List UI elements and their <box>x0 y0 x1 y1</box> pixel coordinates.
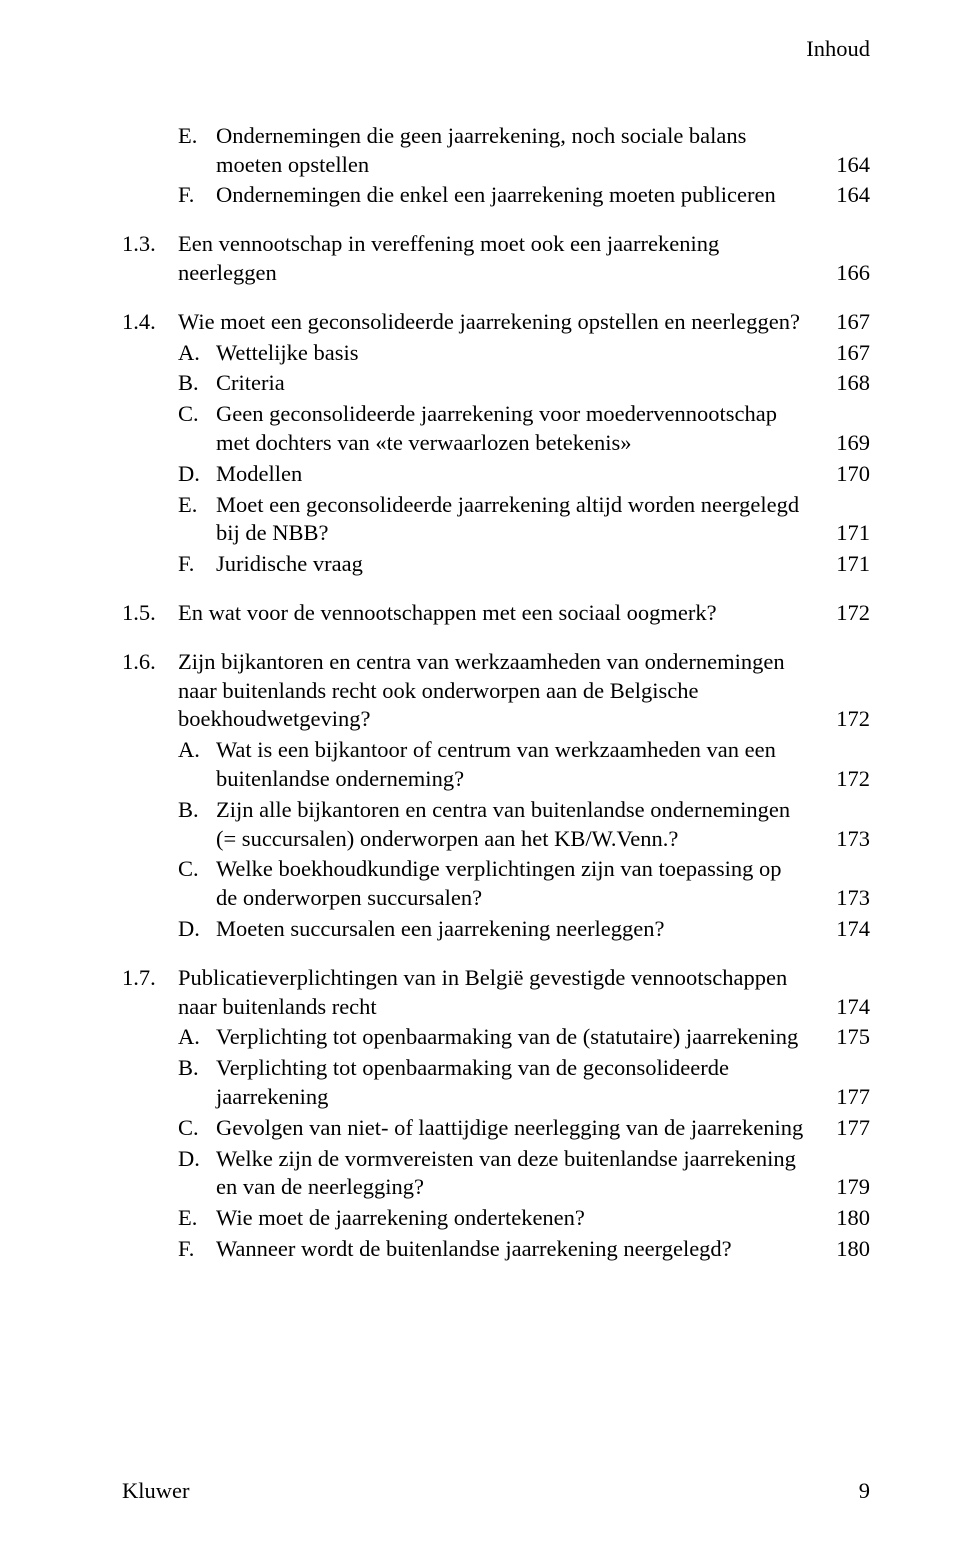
toc-subitem-num: E. <box>178 491 216 549</box>
toc-page-number: 179 <box>815 1173 870 1202</box>
toc-subitem-text: Welke zijn de vormvereisten van deze bui… <box>216 1145 815 1203</box>
toc-subitem: F. Juridische vraag 171 <box>122 550 870 579</box>
toc-subitem-text: Modellen <box>216 460 815 489</box>
toc-page-number: 172 <box>815 765 870 794</box>
toc-subitem: A. Wettelijke basis 167 <box>122 339 870 368</box>
toc-page-number: 167 <box>815 339 870 368</box>
toc-item-text: Wie moet een geconsolideerde jaarrekenin… <box>178 308 815 337</box>
toc-subitem: C. Geen geconsolideerde jaarrekening voo… <box>122 400 870 458</box>
toc-page-number: 164 <box>815 151 870 180</box>
toc-subitem: A. Wat is een bijkantoor of centrum van … <box>122 736 870 794</box>
toc-item-text: Publicatieverplichtingen van in België g… <box>178 964 815 1022</box>
toc-page-number: 174 <box>815 915 870 944</box>
toc-subitem-text: Ondernemingen die enkel een jaarrekening… <box>216 181 815 210</box>
toc-item-num: 1.6. <box>122 648 178 734</box>
toc-page-number: 169 <box>815 429 870 458</box>
toc-page-number: 180 <box>815 1235 870 1264</box>
toc-subitem-text: Verplichting tot openbaarmaking van de (… <box>216 1023 815 1052</box>
toc-subitem-num: C. <box>178 400 216 458</box>
toc-item-num: 1.4. <box>122 308 178 337</box>
toc-subitem-num: F. <box>178 550 216 579</box>
toc-subitem-text: Wettelijke basis <box>216 339 815 368</box>
toc-page-number: 172 <box>815 599 870 628</box>
toc-subitem-text: Wie moet de jaarrekening ondertekenen? <box>216 1204 815 1233</box>
toc-subitem: C. Welke boekhoudkundige verplichtingen … <box>122 855 870 913</box>
toc-subitem-num: D. <box>178 1145 216 1203</box>
table-of-contents: E. Ondernemingen die geen jaarrekening, … <box>122 122 870 1264</box>
toc-subitem-num: E. <box>178 1204 216 1233</box>
toc-item: 1.6. Zijn bijkantoren en centra van werk… <box>122 648 870 734</box>
toc-subitem: F. Wanneer wordt de buitenlandse jaarrek… <box>122 1235 870 1264</box>
toc-subitem-text: Verplichting tot openbaarmaking van de g… <box>216 1054 815 1112</box>
toc-subitem-text: Zijn alle bijkantoren en centra van buit… <box>216 796 815 854</box>
toc-subitem-num: A. <box>178 339 216 368</box>
toc-page-number: 171 <box>815 550 870 579</box>
toc-subitem: A. Verplichting tot openbaarmaking van d… <box>122 1023 870 1052</box>
document-page: Inhoud E. Ondernemingen die geen jaarrek… <box>0 0 960 1554</box>
toc-page-number: 168 <box>815 369 870 398</box>
toc-item-text: En wat voor de vennootschappen met een s… <box>178 599 815 628</box>
toc-item-text: Zijn bijkantoren en centra van werkzaamh… <box>178 648 815 734</box>
toc-subitem-text: Moeten succursalen een jaarrekening neer… <box>216 915 815 944</box>
toc-subitem: B. Verplichting tot openbaarmaking van d… <box>122 1054 870 1112</box>
toc-subitem-num: C. <box>178 1114 216 1143</box>
toc-subitem-num: B. <box>178 1054 216 1112</box>
toc-subitem-num: F. <box>178 1235 216 1264</box>
toc-page-number: 170 <box>815 460 870 489</box>
toc-subitem: B. Zijn alle bijkantoren en centra van b… <box>122 796 870 854</box>
toc-page-number: 175 <box>815 1023 870 1052</box>
toc-subitem-num: A. <box>178 736 216 794</box>
toc-item-text: Een vennootschap in vereffening moet ook… <box>178 230 815 288</box>
toc-subitem: B. Criteria 168 <box>122 369 870 398</box>
toc-page-number: 173 <box>815 884 870 913</box>
running-header: Inhoud <box>122 35 870 64</box>
toc-page-number: 180 <box>815 1204 870 1233</box>
toc-item: 1.4. Wie moet een geconsolideerde jaarre… <box>122 308 870 337</box>
toc-item-num: 1.7. <box>122 964 178 1022</box>
toc-page-number: 177 <box>815 1083 870 1112</box>
toc-item: 1.7. Publicatieverplichtingen van in Bel… <box>122 964 870 1022</box>
toc-subitem: F. Ondernemingen die enkel een jaarreken… <box>122 181 870 210</box>
toc-subitem-text: Gevolgen van niet- of laattijdige neerle… <box>216 1114 815 1143</box>
toc-subitem: D. Welke zijn de vormvereisten van deze … <box>122 1145 870 1203</box>
page-footer: Kluwer 9 <box>122 1477 870 1506</box>
toc-page-number: 174 <box>815 993 870 1022</box>
toc-subitem-text: Wanneer wordt de buitenlandse jaarrekeni… <box>216 1235 815 1264</box>
toc-page-number: 167 <box>815 308 870 337</box>
footer-page-number: 9 <box>859 1477 870 1506</box>
toc-subitem-num: C. <box>178 855 216 913</box>
toc-page-number: 171 <box>815 519 870 548</box>
toc-subitem-text: Geen geconsolideerde jaarrekening voor m… <box>216 400 815 458</box>
toc-page-number: 177 <box>815 1114 870 1143</box>
toc-item: 1.5. En wat voor de vennootschappen met … <box>122 599 870 628</box>
toc-subitem-text: Ondernemingen die geen jaarrekening, noc… <box>216 122 815 180</box>
toc-subitem: D. Modellen 170 <box>122 460 870 489</box>
toc-subitem-num: D. <box>178 460 216 489</box>
toc-subitem-num: A. <box>178 1023 216 1052</box>
toc-subitem: E. Ondernemingen die geen jaarrekening, … <box>122 122 870 180</box>
toc-subitem-num: D. <box>178 915 216 944</box>
toc-page-number: 173 <box>815 825 870 854</box>
toc-subitem: C. Gevolgen van niet- of laattijdige nee… <box>122 1114 870 1143</box>
toc-page-number: 164 <box>815 181 870 210</box>
toc-subitem-text: Welke boekhoudkundige verplichtingen zij… <box>216 855 815 913</box>
toc-subitem-text: Criteria <box>216 369 815 398</box>
toc-subitem: E. Wie moet de jaarrekening ondertekenen… <box>122 1204 870 1233</box>
toc-page-number: 172 <box>815 705 870 734</box>
toc-subitem-num: E. <box>178 122 216 180</box>
toc-subitem: D. Moeten succursalen een jaarrekening n… <box>122 915 870 944</box>
toc-page-number: 166 <box>815 259 870 288</box>
toc-item: 1.3. Een vennootschap in vereffening moe… <box>122 230 870 288</box>
toc-subitem-num: B. <box>178 369 216 398</box>
toc-subitem: E. Moet een geconsolideerde jaarrekening… <box>122 491 870 549</box>
toc-subitem-text: Wat is een bijkantoor of centrum van wer… <box>216 736 815 794</box>
toc-item-num: 1.5. <box>122 599 178 628</box>
toc-item-num: 1.3. <box>122 230 178 288</box>
toc-subitem-num: F. <box>178 181 216 210</box>
footer-publisher: Kluwer <box>122 1477 189 1506</box>
toc-subitem-text: Moet een geconsolideerde jaarrekening al… <box>216 491 815 549</box>
toc-subitem-text: Juridische vraag <box>216 550 815 579</box>
toc-subitem-num: B. <box>178 796 216 854</box>
